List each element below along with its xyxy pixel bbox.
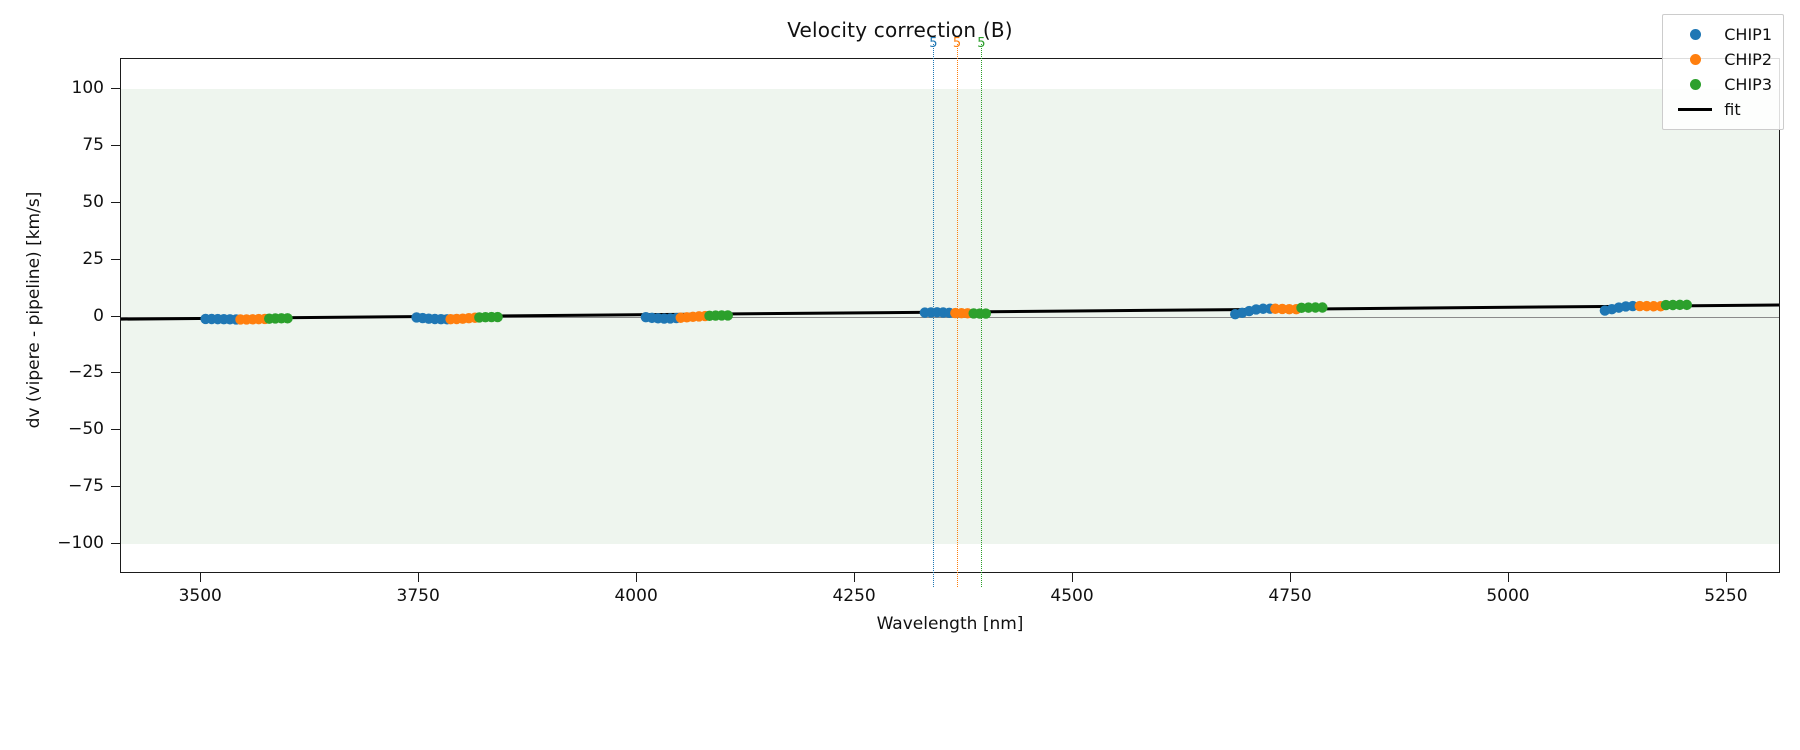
legend-item-fit[interactable]: fit [1672, 97, 1772, 122]
legend-item-label: CHIP2 [1724, 50, 1772, 69]
y-axis-tick-label: 75 [82, 134, 104, 155]
y-axis-tick [111, 258, 120, 260]
data-point [1681, 299, 1693, 311]
x-axis-tick-label: 4000 [614, 586, 658, 606]
vertical-marker-label-3: 5 [977, 36, 986, 51]
legend-item-chip3[interactable]: CHIP3 [1672, 72, 1772, 97]
y-axis-tick [111, 543, 120, 545]
y-axis-tick [111, 201, 120, 203]
x-axis-tick [418, 573, 420, 582]
x-axis-tick [854, 573, 856, 582]
x-axis-tick-label: 3500 [178, 586, 222, 606]
y-axis-tick [111, 486, 120, 488]
vertical-marker-line-3 [981, 44, 983, 587]
chart-title: Velocity correction (B) [787, 18, 1013, 42]
data-point [980, 308, 992, 319]
series-chip2 [235, 300, 1666, 325]
vertical-marker-line-1 [933, 44, 935, 587]
x-axis-tick-label: 4750 [1268, 586, 1312, 606]
y-axis-tick-label: 50 [82, 191, 104, 212]
y-axis-tick-label: 25 [82, 248, 104, 269]
y-axis-label: dv (vipere - pipeline) [km/s] [24, 191, 44, 429]
y-axis-tick-label: −50 [68, 419, 104, 440]
x-axis-tick [1507, 573, 1509, 582]
legend-item-chip1[interactable]: CHIP1 [1672, 22, 1772, 47]
series-chip3 [264, 299, 1693, 324]
y-axis-tick [111, 429, 120, 431]
x-axis-tick-label: 3750 [396, 586, 440, 606]
legend-line-swatch [1672, 108, 1718, 111]
x-axis-tick [636, 573, 638, 582]
y-axis-tick [111, 372, 120, 374]
dot-glyph [1689, 79, 1701, 90]
y-axis-tick-label: 100 [71, 77, 104, 98]
data-point [1317, 302, 1328, 313]
plot-axes [120, 58, 1780, 573]
legend-item-chip2[interactable]: CHIP2 [1672, 47, 1772, 72]
x-axis-tick [200, 573, 202, 582]
y-axis-tick-label: −100 [57, 533, 104, 554]
y-axis-tick [111, 87, 120, 89]
dot-glyph [1689, 54, 1701, 65]
data-point [722, 310, 734, 321]
data-points-layer [200, 299, 1693, 325]
legend-item-label: fit [1724, 100, 1741, 119]
x-axis-tick-label: 4500 [1050, 586, 1094, 606]
x-axis-tick [1072, 573, 1074, 582]
y-axis-tick [111, 315, 120, 317]
y-axis-tick-label: −75 [68, 476, 104, 497]
y-axis-tick-label: −25 [68, 362, 104, 383]
vertical-marker-label-2: 5 [952, 36, 962, 51]
legend-dot-swatch [1672, 29, 1718, 40]
legend-item-label: CHIP3 [1724, 75, 1772, 94]
data-point [492, 311, 503, 323]
vertical-marker-label-1: 5 [929, 36, 938, 51]
legend-dot-swatch [1672, 79, 1718, 90]
series-chip1 [200, 300, 1638, 325]
x-axis-tick [1290, 573, 1292, 582]
chart-legend: CHIP1 CHIP2 CHIP3 fit [1662, 14, 1784, 130]
legend-item-label: CHIP1 [1724, 25, 1772, 44]
line-glyph [1678, 108, 1713, 111]
x-axis-label: Wavelength [nm] [876, 614, 1024, 634]
x-axis-tick [1725, 573, 1727, 582]
vertical-marker-line-2 [956, 44, 958, 587]
x-axis-tick-label: 5250 [1704, 586, 1748, 606]
y-axis-tick [111, 144, 120, 146]
x-axis-tick-label: 4250 [832, 586, 876, 606]
y-axis-tick-label: 0 [93, 305, 104, 326]
legend-dot-swatch [1672, 54, 1718, 65]
dot-glyph [1689, 29, 1701, 40]
x-axis-tick-label: 5000 [1486, 586, 1530, 606]
data-point [282, 313, 293, 324]
